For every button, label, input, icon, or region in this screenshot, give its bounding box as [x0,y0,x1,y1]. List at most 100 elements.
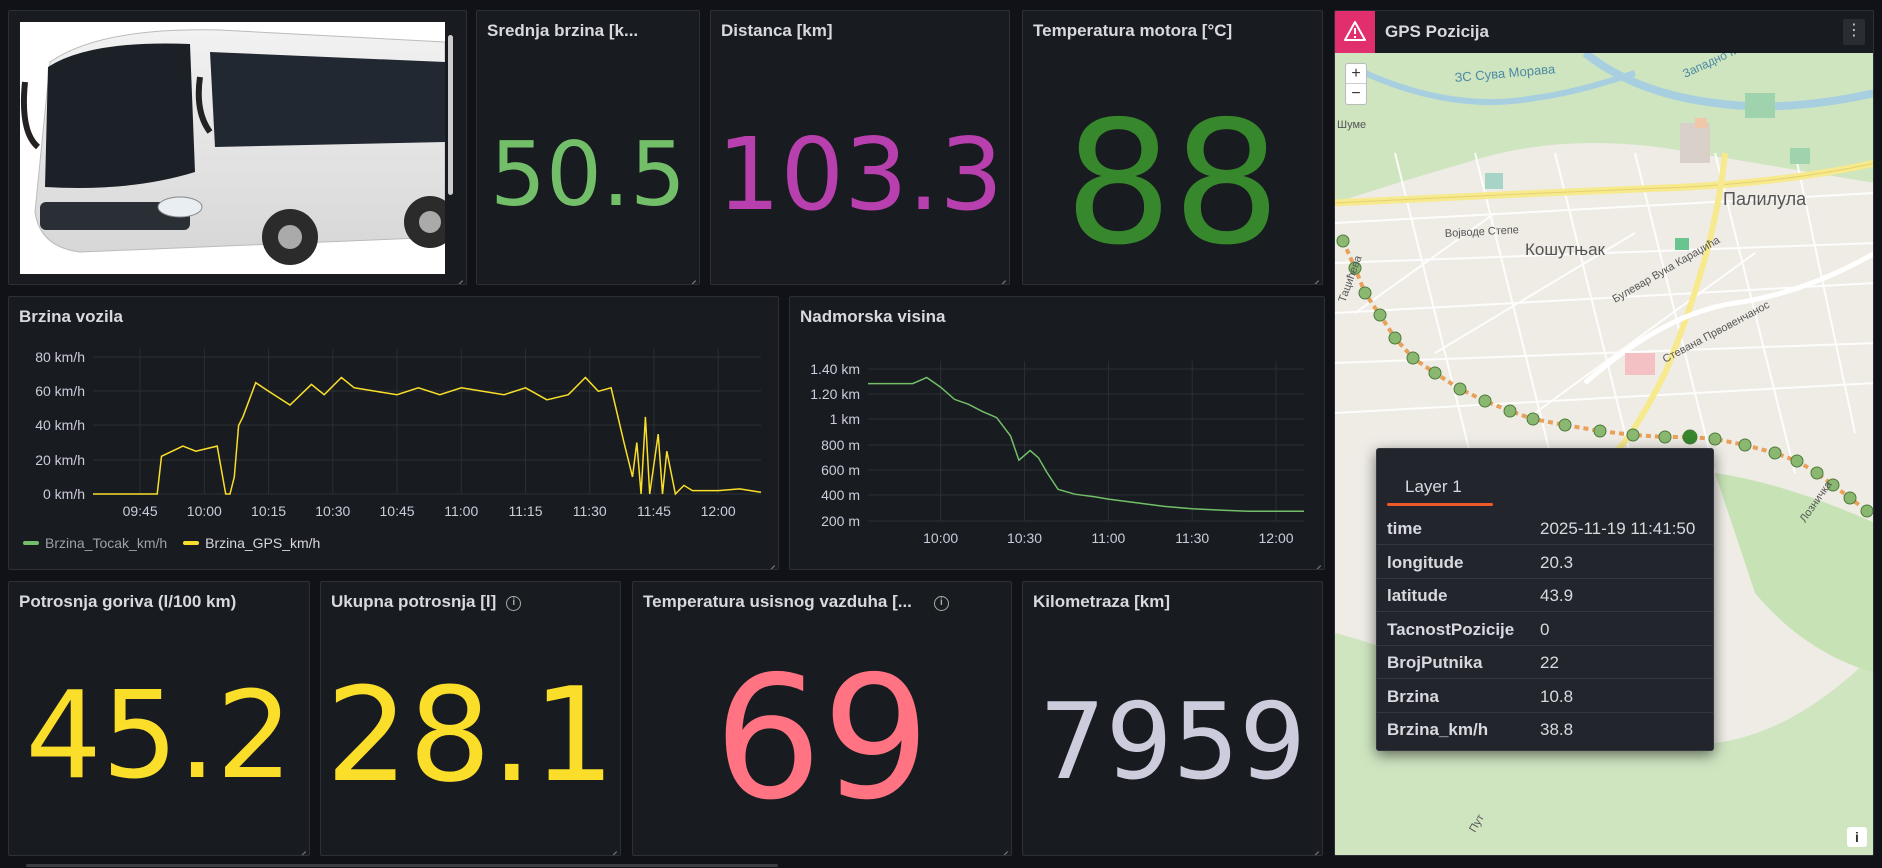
panel-title: Distanca [km] [721,21,833,40]
gps-point[interactable] [1860,504,1873,518]
gps-point[interactable] [1478,394,1492,408]
y-tick-label: 600 m [821,462,860,478]
x-tick-label: 10:30 [1007,530,1042,546]
tooltip-layer-tab[interactable]: Layer 1 [1405,477,1462,496]
y-tick-label: 800 m [821,437,860,453]
x-tick-label: 11:00 [1091,530,1125,546]
gps-point[interactable] [1453,382,1467,396]
gps-point[interactable] [1406,351,1420,365]
gps-point[interactable] [1658,430,1672,444]
gps-point[interactable] [1708,432,1722,446]
resize-handle[interactable] [1311,556,1321,566]
resize-handle[interactable] [1309,271,1319,281]
tooltip-row: TacnostPozicije 0 [1377,612,1713,646]
stat-value: 69 [713,640,931,838]
resize-handle[interactable] [607,842,617,852]
temperatura-motora-panel: Temperatura motora [°C] 88 [1022,10,1323,285]
x-tick-label: 12:00 [1259,530,1294,546]
x-tick-label: 10:15 [251,503,286,519]
panel-title: Brzina vozila [19,307,123,326]
resize-handle[interactable] [996,271,1006,281]
scrollbar[interactable] [446,25,454,275]
gps-point[interactable] [1503,404,1517,418]
more-menu-icon[interactable]: ⋮ [1843,19,1865,45]
resize-handle[interactable] [765,556,775,566]
potrosnja-goriva-panel: Potrosnja goriva (l/100 km) 45.2 [8,581,310,856]
zoom-in-button[interactable]: + [1346,64,1366,84]
gps-point[interactable] [1526,412,1540,426]
nadmorska-visina-chart[interactable]: 1.40 km 1.20 km 1 km 800 m 600 m 400 m 200 m 10… [790,297,1325,570]
chart-legend: Brzina_Tocak_km/h Brzina_GPS_km/h [23,535,320,551]
resize-handle[interactable] [686,271,696,281]
x-tick-label: 10:30 [315,503,350,519]
tooltip-key: TacnostPozicije [1387,619,1515,639]
gps-point[interactable] [1626,428,1640,442]
legend-item[interactable]: Brzina_GPS_km/h [183,535,320,551]
y-tick-label: 200 m [821,513,860,529]
warning-triangle-icon[interactable] [1335,11,1375,53]
brzina-vozila-chart[interactable]: 80 km/h 60 km/h 40 km/h 20 km/h 0 km/h 09:45 1… [9,297,779,570]
map-label: Војводе Степе [1445,224,1520,240]
series-line[interactable] [93,376,762,496]
info-icon[interactable]: i [933,596,949,611]
y-tick-label: 60 km/h [35,383,85,399]
zoom-out-button[interactable]: − [1351,85,1361,102]
brzina-vozila-panel: Brzina vozila 80 km/h 60 km/h 40 km/h 20 km… [8,296,779,570]
panel-title: GPS Pozicija [1385,22,1489,41]
tooltip-value: 38.8 [1540,720,1574,739]
gps-point[interactable] [1738,438,1752,452]
legend-item[interactable]: Brzina_Tocak_km/h [23,535,167,551]
panel-title: Nadmorska visina [800,307,946,326]
gps-point[interactable] [1558,418,1572,432]
resize-handle[interactable] [998,842,1008,852]
gps-point[interactable] [1790,454,1804,468]
distanca-panel: Distanca [km] 103.3 [710,10,1010,285]
attribution-button[interactable]: i [1847,827,1867,847]
gps-point[interactable] [1373,308,1387,322]
tooltip-row: time 2025-11-19 11:41:50 [1377,511,1713,545]
bus-image [20,22,445,274]
y-tick-label: 1.20 km [810,386,860,402]
y-tick-label: 1 km [830,411,860,427]
x-tick-label: 10:45 [380,503,415,519]
tooltip-value: 20.3 [1540,552,1574,572]
gps-point[interactable] [1593,424,1607,438]
gps-point[interactable] [1826,478,1840,492]
panel-title: Ukupna potrosnja [l] [331,592,497,611]
resize-handle[interactable] [1309,842,1319,852]
tooltip-value: 0 [1540,619,1550,639]
series-line[interactable] [868,376,1304,513]
info-icon[interactable]: i [506,596,522,611]
x-tick-label: 09:45 [123,503,158,519]
resize-handle[interactable] [296,842,306,852]
stat-value: 45.2 [25,667,293,806]
gps-point[interactable] [1810,466,1824,480]
gps-point[interactable] [1428,366,1442,380]
tooltip-key: Brzina_km/h [1387,720,1489,739]
tooltip-key: time [1387,519,1422,538]
tooltip-key: Brzina [1387,686,1439,706]
bus-image-panel [8,10,467,285]
panel-title: Potrosnja goriva (l/100 km) [19,592,237,611]
temperatura-usisnog-panel: Temperatura usisnog vazduha [... i 69 [632,581,1012,856]
zoom-control: + − [1345,63,1367,105]
ukupna-potrosnja-panel: Ukupna potrosnja [l] i 28.1 [320,581,621,856]
gps-point[interactable] [1682,429,1698,445]
bottom-scrollbar[interactable] [26,864,778,867]
x-tick-label: 11:45 [637,503,671,519]
stat-value: 50.5 [490,123,686,226]
gps-point[interactable] [1388,331,1402,345]
x-tick-label: 10:00 [187,503,222,519]
y-tick-label: 40 km/h [35,417,85,433]
gps-point[interactable] [1336,234,1350,248]
gps-point[interactable] [1843,491,1857,505]
gps-point[interactable] [1768,446,1782,460]
tab-underline [1387,503,1493,506]
stat-value: 103.3 [716,116,1004,233]
gps-point[interactable] [1358,286,1372,300]
map-label: Кошутњак [1525,240,1606,259]
map-tooltip: Layer 1 time 2025-11-19 11:41:50 longitude… [1376,448,1714,751]
x-tick-label: 11:15 [508,503,542,519]
gps-point[interactable] [1348,261,1362,275]
resize-handle[interactable] [453,271,463,281]
